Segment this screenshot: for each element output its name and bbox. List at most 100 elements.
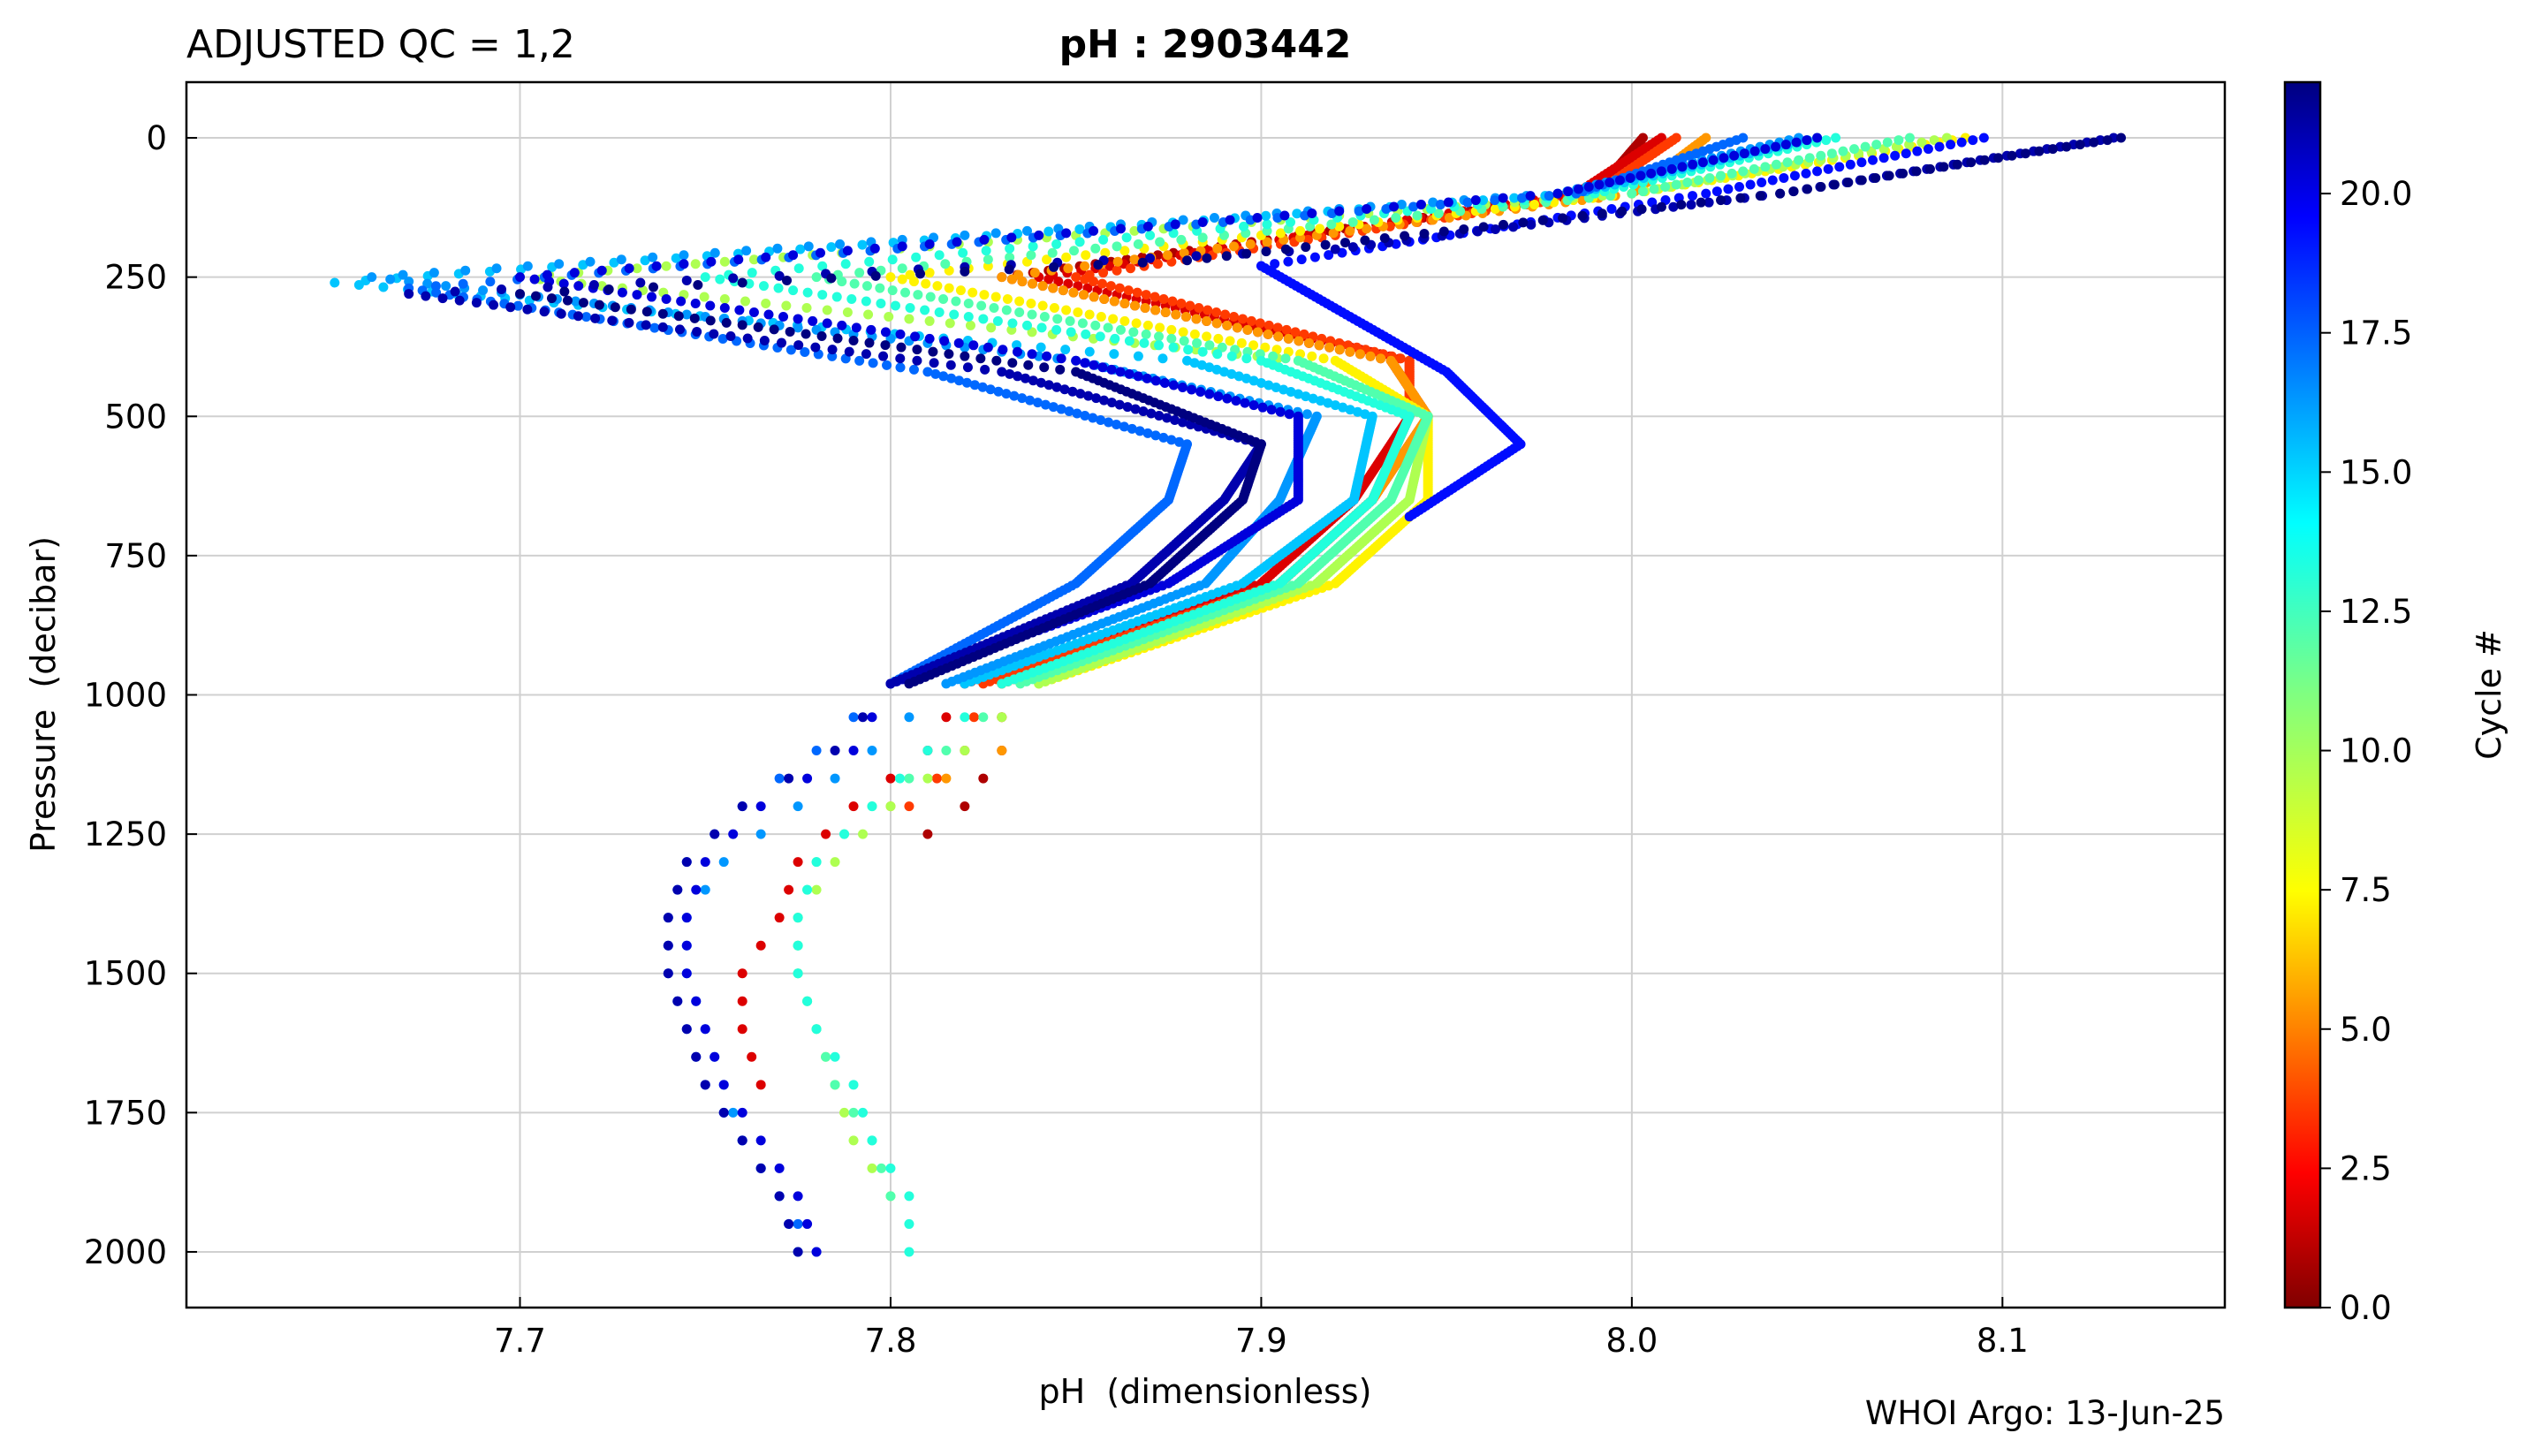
profile-point [1121,232,1132,243]
profile-point [897,263,907,274]
profile-point [1625,172,1635,183]
profile-point [441,281,452,292]
profile-point [522,261,533,271]
profile-point [1916,137,1927,148]
profile-point [1232,322,1242,333]
profile-point [700,857,710,868]
profile-point [1042,351,1052,361]
profile-point [1014,307,1025,317]
profile-point [989,303,999,313]
profile-point [617,287,627,298]
profile-point [404,289,414,300]
y-tick-label: 1500 [84,955,167,993]
profile-point [890,300,900,311]
profile-point [1307,351,1317,361]
profile-point [429,268,439,278]
profile-point [1097,278,1107,289]
profile-point [1162,250,1172,261]
profile-point [1195,387,1206,398]
profile-point [657,322,668,332]
profile-point [945,360,956,370]
profile-point [885,801,896,812]
profile-point [1273,331,1284,342]
profile-point [900,287,911,298]
profile-point [421,291,431,301]
profile-point [681,857,692,868]
profile-point [949,309,960,320]
profile-point [960,801,970,812]
profile-point [1012,346,1022,357]
profile-point [747,268,757,278]
profile-point [904,1247,914,1257]
profile-point [878,351,889,361]
profile-point [958,247,968,258]
profile-point [1318,353,1329,364]
profile-point [1077,318,1088,329]
profile-point [875,283,885,293]
profile-point [1100,247,1111,258]
profile-point [1225,336,1235,346]
profile-point [1036,322,1047,333]
profile-point [1182,255,1193,266]
profile-point [848,801,859,812]
profile-point [951,296,961,307]
profile-point [1490,204,1500,215]
profile-point [330,277,340,288]
profile-point [1178,327,1188,337]
profile-point [1738,166,1749,177]
profile-point [755,801,766,812]
profile-point [1159,377,1170,388]
profile-point [858,712,869,723]
profile-point [1326,219,1337,230]
profile-point [737,277,747,288]
profile-point [1028,278,1038,289]
profile-point [1189,329,1200,339]
profile-point [978,712,989,723]
profile-point [802,287,813,298]
profile-point [1956,137,1967,148]
profile-point [884,311,894,322]
profile-point [1334,221,1345,231]
profile-point [1283,333,1294,344]
profile-point [1525,191,1536,201]
profile-point [1133,351,1143,361]
profile-point [976,300,987,311]
profile-point [908,364,919,375]
profile-point [1614,175,1625,186]
profile-point [1222,320,1233,330]
profile-point [1755,191,1765,201]
profile-point [1141,329,1151,339]
profile-point [1131,318,1142,329]
profile-point [830,773,840,784]
profile-point [837,277,847,287]
profile-point [1729,150,1740,161]
profile-point [635,277,646,288]
profile-point [737,1024,747,1035]
profile-point [1834,162,1845,172]
profile-point [851,322,861,333]
profile-point [1307,208,1317,218]
qc-label: ADJUSTED QC = 1,2 [186,22,575,67]
profile-point [826,242,837,253]
profile-point [719,303,730,313]
profile-point [1074,237,1085,247]
profile-point [793,263,804,274]
profile-point [1812,133,1823,143]
profile-point [1081,329,1091,339]
profile-point [353,279,364,290]
profile-point [869,243,880,254]
profile-point [1103,322,1113,333]
profile-point [1911,166,1922,177]
profile-point [1170,219,1180,230]
profile-point [1155,322,1165,333]
profile-point [777,337,787,348]
y-tick-label: 1250 [84,815,167,853]
profile-point [733,254,744,265]
profile-point [1248,400,1259,411]
profile-point [1252,212,1263,223]
profile-point [788,285,799,296]
profile-point [941,712,952,723]
profile-point [952,237,962,247]
profile-point [651,261,662,271]
profile-point [802,996,813,1006]
